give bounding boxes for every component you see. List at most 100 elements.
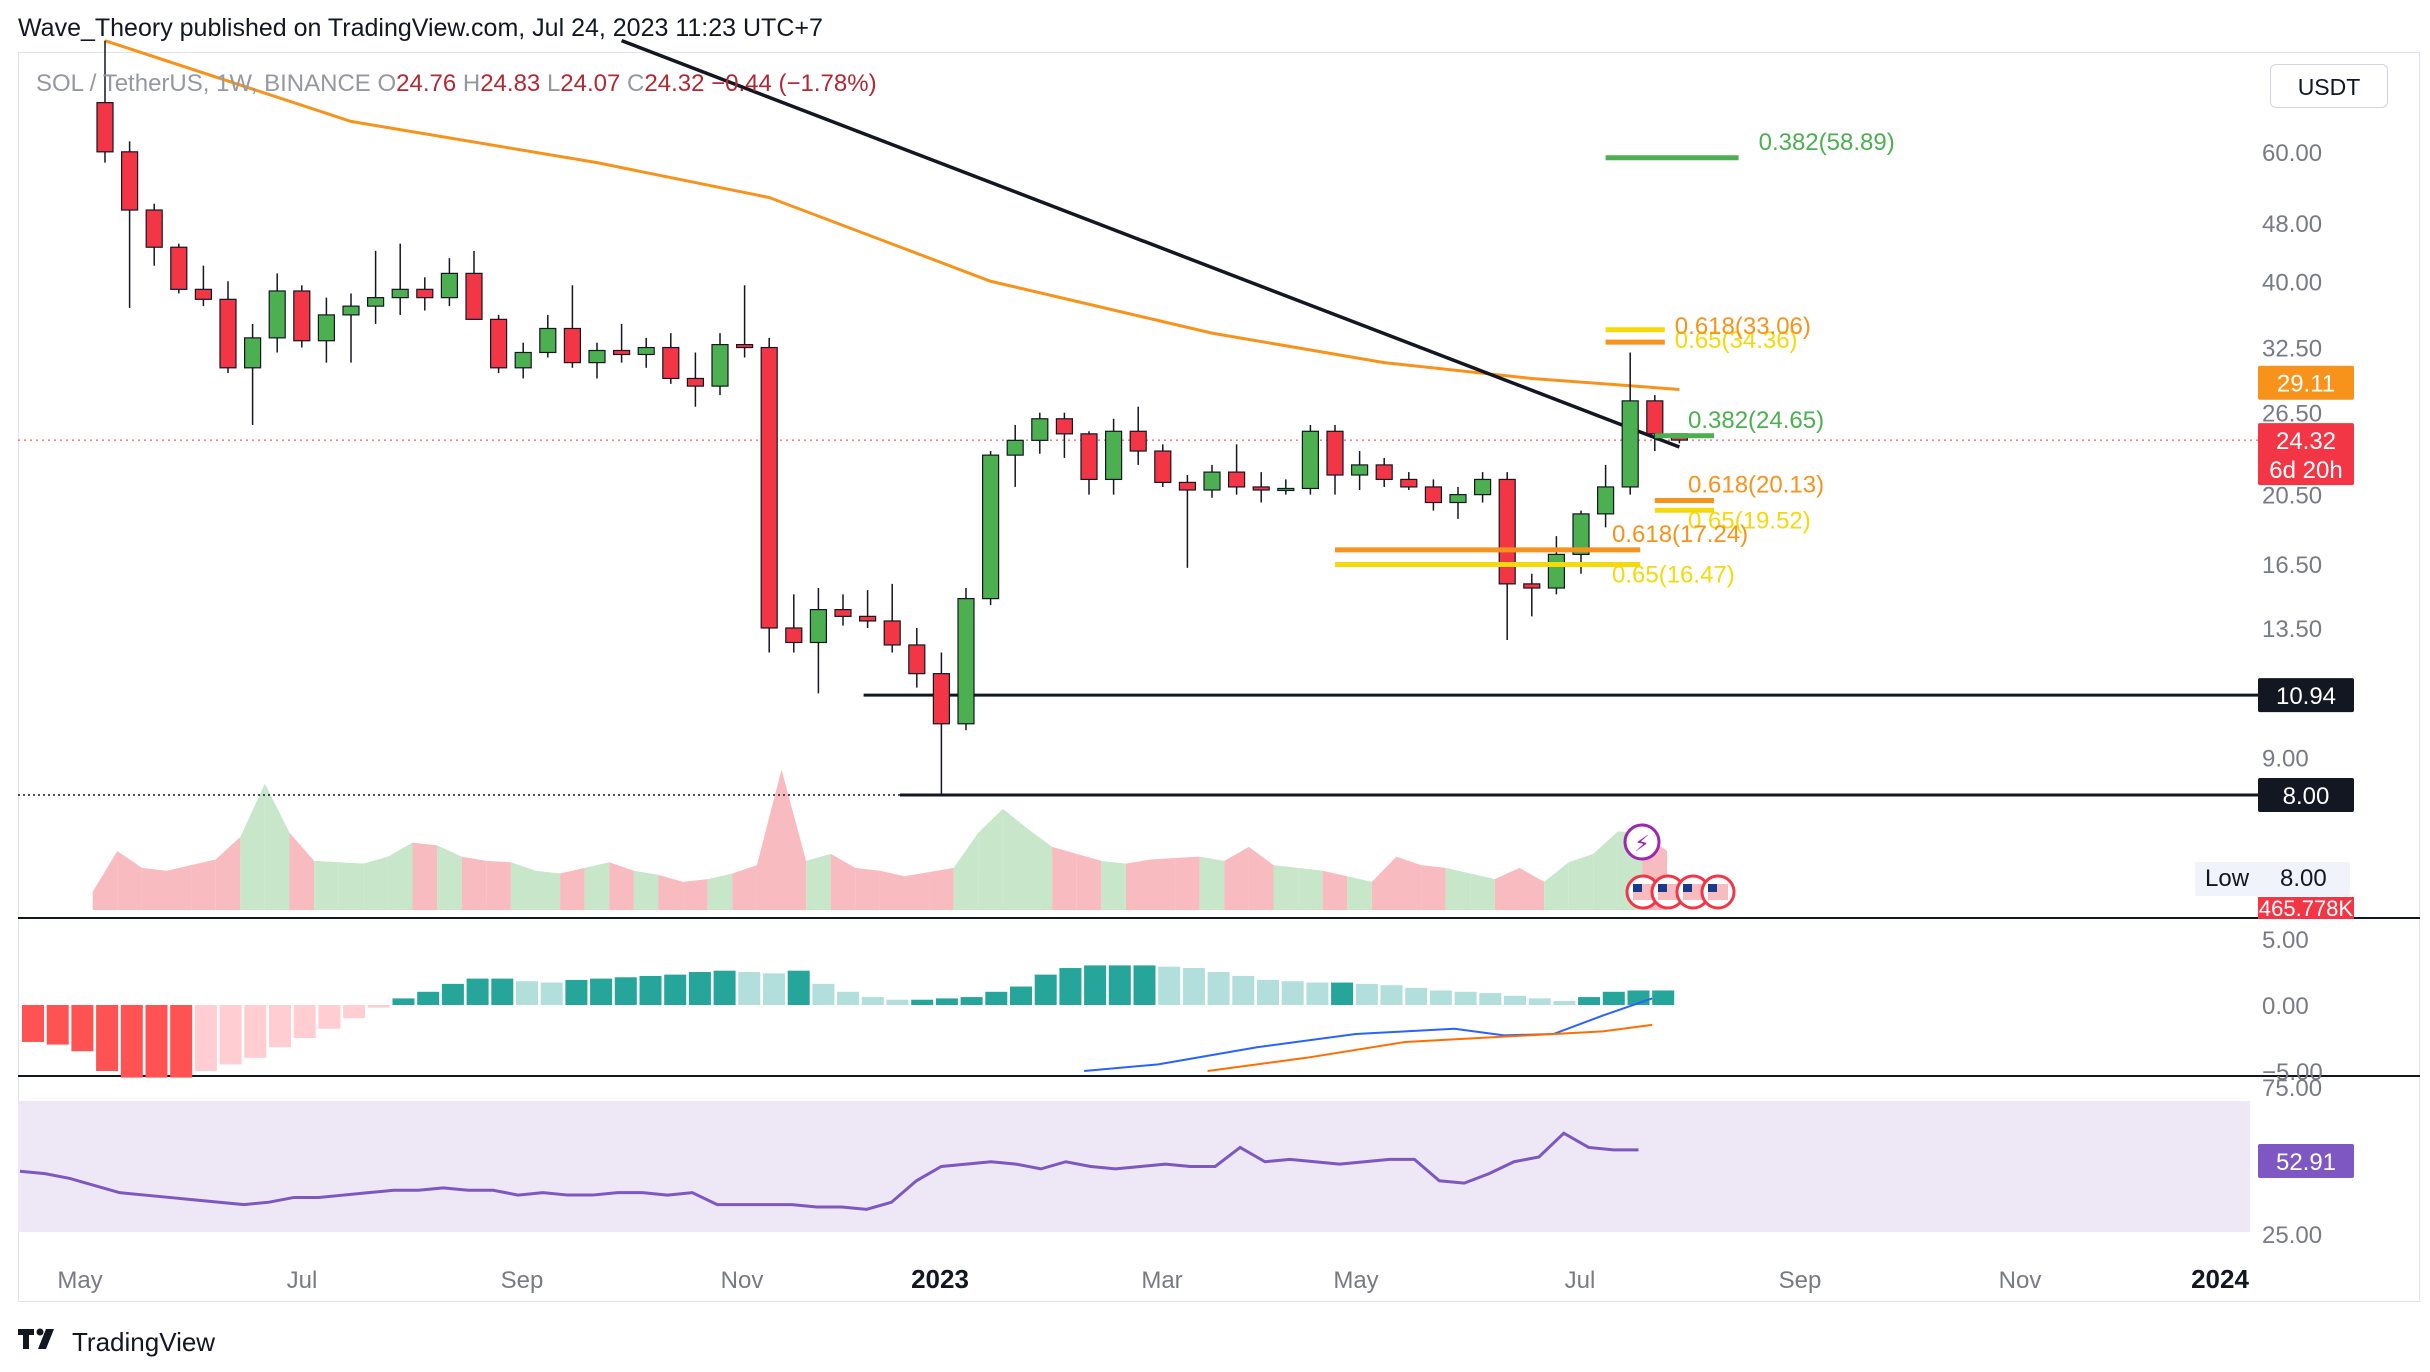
macd-histogram-bar	[590, 978, 613, 1005]
macd-histogram-bar	[170, 1005, 193, 1078]
volume-area-segment	[289, 832, 315, 910]
macd-line	[1084, 997, 1653, 1072]
candle-body	[96, 102, 114, 153]
candle-body	[1350, 464, 1369, 476]
candle-body	[1646, 400, 1664, 435]
volume-area-segment	[1002, 808, 1028, 910]
price-tick-label: 9.00	[2262, 745, 2309, 772]
candle-body	[1301, 430, 1320, 490]
countdown-label: 6d 20h	[2269, 457, 2342, 484]
macd-histogram-bar	[1010, 986, 1032, 1005]
downtrend-line	[620, 39, 1681, 449]
symbol-legend: SOL / TetherUS, 1W, BINANCE O24.76 H24.8…	[36, 70, 877, 98]
volume-area-segment	[1273, 865, 1299, 910]
volume-area-segment	[1248, 846, 1274, 910]
tradingview-logo-icon[interactable]	[18, 1327, 62, 1358]
candle-body	[1473, 478, 1492, 496]
candle-body	[120, 151, 139, 211]
macd-histogram-bar	[96, 1005, 119, 1071]
candle-body	[588, 349, 606, 364]
volume-area-segment	[584, 862, 610, 910]
candle-body	[883, 620, 901, 646]
macd-histogram-bar	[1602, 991, 1625, 1005]
price-badge	[2258, 423, 2354, 486]
candle-body	[858, 615, 877, 622]
price-tick-label: 13.50	[2262, 616, 2322, 643]
candle-body	[490, 318, 508, 369]
volume-area-segment	[1175, 856, 1200, 910]
macd-histogram-bar	[763, 973, 785, 1005]
volume-area-segment	[437, 845, 462, 910]
time-axis-label: Jul	[1565, 1267, 1596, 1294]
time-axis-label: Mar	[1141, 1267, 1182, 1294]
price-tick-label: 20.50	[2262, 483, 2322, 510]
volume-area-segment	[338, 862, 364, 910]
macd-histogram-bar	[441, 983, 464, 1005]
volume-area-segment	[1396, 856, 1422, 910]
lightning-icon	[1623, 823, 1661, 861]
macd-histogram-bar	[639, 975, 662, 1005]
macd-histogram-bar	[1257, 979, 1279, 1005]
candle-body	[1080, 433, 1098, 481]
candle-body	[711, 344, 729, 387]
macd-histogram-bar	[540, 982, 563, 1005]
candle-body	[563, 327, 582, 364]
volume-area-segment	[855, 867, 880, 910]
macd-histogram-bar	[71, 1005, 94, 1052]
volume-area-segment	[461, 856, 487, 910]
rsi-line	[19, 1131, 1639, 1211]
macd-histogram-bar	[194, 1005, 217, 1071]
macd-histogram-bar	[664, 974, 687, 1005]
volume-area-segment	[1199, 856, 1225, 910]
volume-area-segment	[560, 867, 585, 910]
macd-histogram-bar	[392, 998, 415, 1005]
candle-body	[760, 346, 778, 629]
macd-tick-label: 0.00	[2262, 993, 2309, 1020]
volume-area-segment	[953, 832, 979, 910]
macd-histogram-bar	[614, 977, 637, 1005]
time-axis-label: 2023	[911, 1264, 969, 1294]
macd-histogram-bar	[343, 1005, 366, 1019]
candle-body	[1449, 494, 1467, 504]
fib-level-label: 0.382(58.89)	[1759, 129, 1895, 156]
volume-area-segment	[1101, 860, 1126, 910]
volume-area-segment	[830, 853, 856, 910]
candle-body	[662, 346, 680, 380]
legend-low: 24.07	[560, 70, 621, 97]
volume-area-segment	[879, 870, 905, 910]
legend-change: −0.44 (−1.78%)	[711, 70, 877, 97]
macd-histogram-bar	[688, 972, 711, 1005]
rsi-badge	[2258, 1144, 2354, 1178]
candle-body	[219, 298, 237, 369]
volume-area-segment	[1027, 828, 1053, 910]
macd-histogram-bar	[1108, 965, 1131, 1005]
fib-level-label: 0.65(16.47)	[1612, 562, 1735, 589]
volume-area-segment	[978, 808, 1003, 910]
macd-histogram-bar	[22, 1005, 44, 1042]
macd-histogram-bar	[1479, 993, 1502, 1005]
volume-area-segment	[658, 874, 684, 910]
volume-area-segment	[1568, 853, 1594, 910]
low-marker-label: Low	[2205, 865, 2250, 892]
candle-body	[686, 377, 705, 387]
volume-area-segment	[1322, 870, 1348, 910]
volume-area-segment	[215, 836, 241, 910]
us-flag-canton	[1708, 884, 1717, 892]
low-marker-value: 8.00	[2280, 865, 2327, 892]
volume-area-segment	[1076, 853, 1102, 910]
macd-tick-label: 5.00	[2262, 927, 2309, 954]
legend-symbol[interactable]: SOL / TetherUS, 1W, BINANCE	[36, 70, 371, 97]
candle-body	[1277, 487, 1295, 492]
candle-body	[1178, 481, 1197, 491]
volume-area-segment	[1445, 867, 1471, 910]
candle-body	[416, 288, 434, 299]
macd-histogram-bar	[1331, 982, 1354, 1005]
time-axis-label: Nov	[1999, 1267, 2042, 1294]
volume-area-segment	[1125, 859, 1151, 910]
currency-button[interactable]: USDT	[2270, 64, 2388, 108]
macd-histogram-bar	[219, 1005, 242, 1065]
candle-body	[539, 327, 557, 354]
time-axis-label: Nov	[721, 1267, 764, 1294]
support-badge	[2258, 778, 2354, 812]
